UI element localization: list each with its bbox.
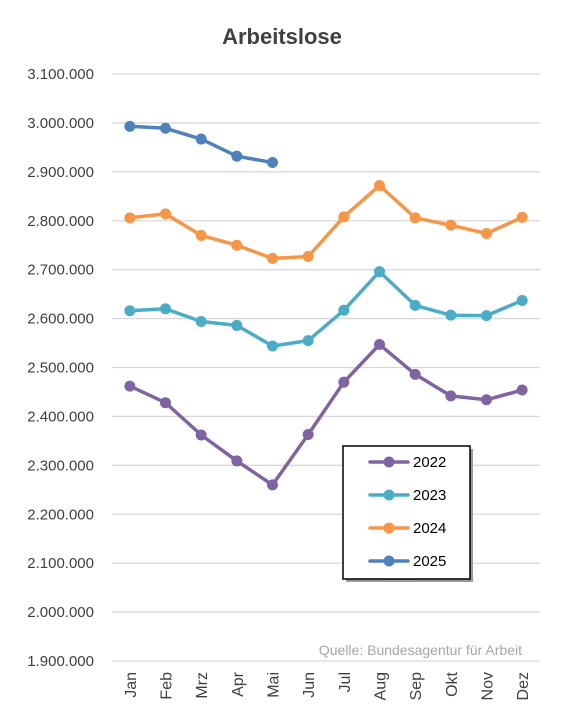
data-point [516,294,528,306]
data-point [445,309,457,321]
data-point [481,227,492,239]
legend-label: 2022 [413,454,446,471]
y-tick-label: 2.200.000 [27,506,94,523]
legend-swatch-marker [383,489,395,501]
x-tick-label: Jun [301,672,318,698]
legend-box [342,445,471,580]
chart-title: Arbeitslose [222,24,342,49]
legend-swatch-marker [383,522,395,534]
data-point [195,229,207,241]
series-2023 [124,266,528,352]
series-2025 [124,120,278,169]
x-tick-label: Mrz [194,672,211,699]
data-point [374,339,385,351]
data-point [267,479,278,491]
series-line [128,269,524,348]
data-point [338,304,350,316]
x-tick-label: Jan [123,672,140,698]
data-point [267,252,278,264]
series-lines [124,120,528,491]
data-point [374,180,385,192]
data-point [231,319,243,331]
y-tick-label: 2.400.000 [27,408,94,425]
data-point [302,250,314,262]
legend-label: 2023 [413,487,446,504]
data-point [302,335,314,347]
y-tick-label: 3.100.000 [27,66,94,83]
x-tick-label: Dez [515,672,532,700]
y-tick-label: 2.700.000 [27,262,94,279]
data-point [124,120,136,132]
data-point [124,212,136,224]
data-point [445,219,457,231]
x-tick-label: Nov [480,672,497,700]
series-2024 [124,180,528,264]
source-annotation: Quelle: Bundesagentur für Arbeit [319,642,522,658]
x-tick-label: Aug [373,672,390,700]
data-point [160,122,171,134]
data-point [409,368,421,380]
data-point [409,212,421,224]
y-tick-label: 2.300.000 [27,457,94,474]
data-point [445,390,457,402]
data-point [409,299,421,311]
y-tick-label: 2.000.000 [27,604,94,621]
y-tick-label: 1.900.000 [27,653,94,670]
x-tick-label: Apr [230,671,247,697]
data-point [267,340,278,352]
series-line [128,342,524,487]
x-axis-ticks: Jan Feb Mrz Apr Mai Jun Jul Aug Sep Okt Nov Dez [123,671,532,700]
data-point [481,310,492,322]
legend-label: 2024 [413,520,446,537]
data-point [481,394,492,406]
data-point [195,133,207,145]
x-tick-label: Jul [337,672,354,692]
data-point [160,303,171,315]
y-axis-ticks: 1.900.000 2.000.000 2.100.000 2.200.000 2.30… [27,66,94,670]
data-point [160,397,171,409]
data-point [267,157,278,169]
x-tick-label: Mai [266,672,283,698]
series-line [128,183,524,261]
data-point [516,384,528,396]
series-2022 [124,339,528,491]
y-tick-label: 2.900.000 [27,164,94,181]
data-point [516,211,528,223]
gridlines [112,73,540,662]
x-tick-label: Feb [159,672,176,700]
data-point [374,266,385,278]
x-tick-label: Okt [444,671,461,696]
data-point [338,376,350,388]
legend-label: 2025 [413,553,446,570]
data-point [231,150,243,162]
y-tick-label: 2.100.000 [27,555,94,572]
y-tick-label: 3.000.000 [27,115,94,132]
y-tick-label: 2.500.000 [27,360,94,377]
data-point [231,239,243,251]
legend-swatch-marker [383,456,395,468]
data-point [124,380,136,392]
x-tick-label: Sep [408,672,425,701]
data-point [338,211,350,223]
y-tick-label: 2.600.000 [27,311,94,328]
y-tick-label: 2.800.000 [27,213,94,230]
data-point [160,208,171,220]
legend-swatch-marker [383,555,395,567]
data-point [195,429,207,441]
data-point [231,455,243,467]
data-point [124,305,136,317]
data-point [195,316,207,328]
legend: 2022 2023 2024 2025 [342,445,473,582]
data-point [302,429,314,441]
